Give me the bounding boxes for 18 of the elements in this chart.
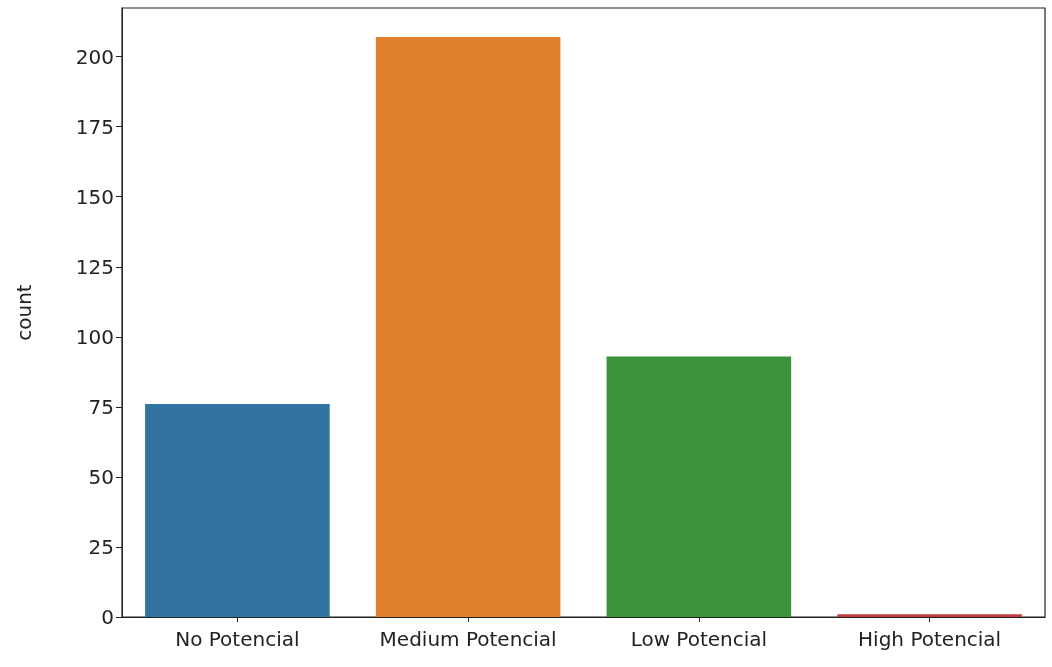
y-tick-label: 25	[88, 534, 114, 559]
x-tick-label: Low Potencial	[630, 627, 768, 651]
y-tick-label: 200	[75, 44, 114, 69]
bar	[145, 404, 330, 617]
y-tick-label: 125	[75, 254, 114, 279]
x-tick-label: Medium Potencial	[379, 627, 557, 651]
y-tick-label: 75	[88, 394, 114, 419]
y-tick-label: 175	[75, 114, 114, 139]
y-tick-label: 150	[75, 184, 114, 209]
bar	[606, 356, 792, 617]
y-tick-label: 100	[75, 324, 114, 349]
x-tick-label: No Potencial	[175, 627, 300, 651]
y-axis-title: count	[12, 284, 36, 341]
x-tick-label: High Potencial	[858, 627, 1002, 651]
bar	[837, 614, 1022, 617]
y-tick-label: 50	[88, 464, 114, 489]
bar	[375, 37, 561, 617]
y-tick-label: 0	[101, 605, 114, 629]
